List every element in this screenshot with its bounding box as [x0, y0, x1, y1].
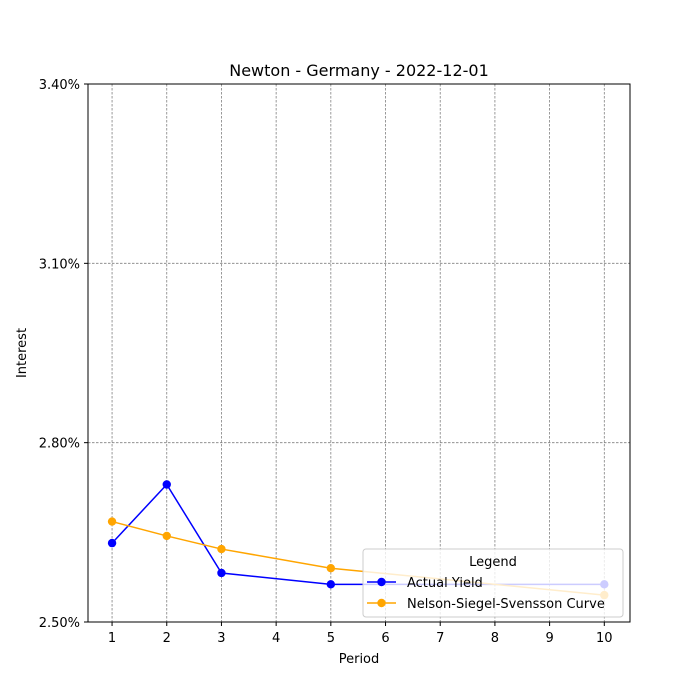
x-axis-label: Period	[339, 652, 380, 667]
plot-area	[88, 84, 630, 622]
data-point-actual-yield	[326, 580, 336, 589]
x-tick-label: 5	[327, 631, 335, 646]
legend: Legend Actual Yield Nelson-Siegel-Svenss…	[362, 548, 624, 618]
y-tick-label: 3.10%	[39, 257, 80, 272]
y-tick-label: 2.80%	[39, 437, 80, 452]
y-tick-label: 2.50%	[39, 616, 80, 631]
axis-ticks: 1 2 3 4 5 6 7 8 9 10 2.50% 2.80% 3.10% 3.40%	[39, 78, 613, 646]
x-tick-label: 4	[272, 631, 280, 646]
x-tick-label: 10	[596, 631, 613, 646]
data-point-nelson-siegel-svensson-curve	[326, 564, 336, 573]
legend-title: Legend	[469, 555, 517, 570]
plot-frame	[87, 83, 631, 623]
legend-box	[362, 548, 624, 618]
x-tick-label: 3	[217, 631, 225, 646]
y-tick-label: 3.40%	[39, 78, 80, 93]
x-tick-label: 7	[436, 631, 444, 646]
x-tick-label: 9	[545, 631, 553, 646]
data-point-nelson-siegel-svensson-curve	[162, 531, 171, 541]
legend-marker-actual-yield	[377, 577, 386, 587]
legend-marker-nss-curve	[377, 598, 386, 608]
data-point-actual-yield	[107, 538, 117, 548]
legend-label-nss-curve: Nelson-Siegel-Svensson Curve	[407, 597, 605, 612]
x-tick-label: 2	[163, 631, 171, 646]
x-tick-label: 8	[491, 631, 499, 646]
data-point-nelson-siegel-svensson-curve	[217, 544, 226, 554]
data-point-nelson-siegel-svensson-curve	[107, 517, 117, 526]
chart-title: Newton - Germany - 2022-12-01	[229, 61, 489, 80]
y-axis-label: Interest	[15, 328, 30, 378]
x-tick-label: 1	[108, 631, 116, 646]
data-point-actual-yield	[217, 568, 226, 578]
x-tick-label: 6	[381, 631, 389, 646]
data-point-actual-yield	[162, 480, 171, 489]
legend-label-actual-yield: Actual Yield	[407, 576, 483, 591]
